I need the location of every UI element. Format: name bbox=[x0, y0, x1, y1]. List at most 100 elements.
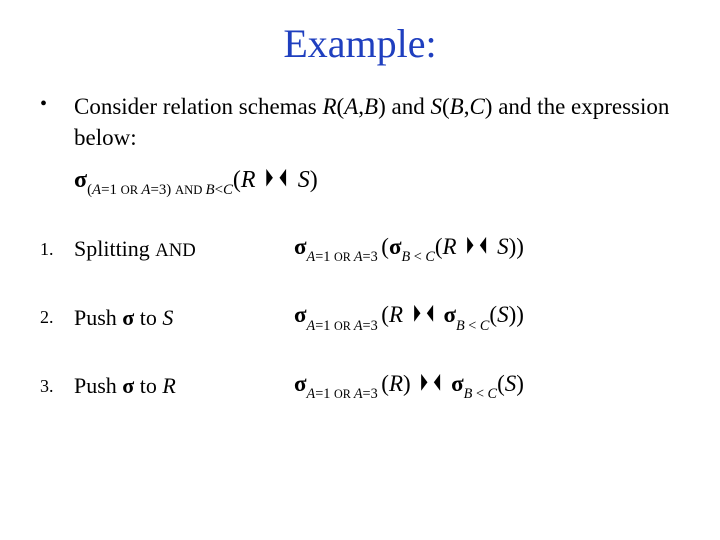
step-expression: σA=1 OR A=3 (σB < C(R S)) bbox=[294, 234, 680, 265]
sigma-icon: σ bbox=[451, 371, 464, 396]
sub: A=1 OR A=3 bbox=[307, 318, 382, 334]
join-icon bbox=[411, 304, 436, 325]
step-row-3: 3. Push σ to R σA=1 OR A=3 (R) σB < C(S) bbox=[40, 371, 680, 402]
t: =1 bbox=[315, 318, 334, 334]
t: to bbox=[134, 305, 162, 330]
t: A bbox=[307, 249, 316, 265]
sub: B < C bbox=[456, 318, 489, 334]
sigma-icon: σ bbox=[294, 302, 307, 327]
t: A bbox=[354, 318, 363, 334]
sigma-icon: σ bbox=[294, 371, 307, 396]
sigma-icon: σ bbox=[122, 373, 134, 398]
t: < bbox=[465, 318, 480, 334]
t: C bbox=[488, 386, 498, 402]
t: ) bbox=[516, 234, 524, 259]
t: B bbox=[364, 94, 378, 119]
t: ) bbox=[310, 167, 318, 193]
step-number: 2. bbox=[40, 307, 74, 328]
t: S bbox=[430, 94, 442, 119]
t: S bbox=[497, 234, 509, 259]
t: A bbox=[354, 386, 363, 402]
join-icon bbox=[418, 373, 443, 394]
t: A bbox=[307, 318, 316, 334]
t: A bbox=[354, 249, 363, 265]
t: ) bbox=[378, 94, 386, 119]
step-number: 3. bbox=[40, 376, 74, 397]
t: A bbox=[344, 94, 358, 119]
main-expression: σ(A=1 OR A=3) AND B<C(R S) bbox=[74, 167, 680, 198]
step-row-1: 1. Splitting AND σA=1 OR A=3 (σB < C(R S… bbox=[40, 234, 680, 265]
t: B bbox=[205, 182, 214, 198]
t: Push bbox=[74, 305, 122, 330]
t: B bbox=[450, 94, 464, 119]
t: and bbox=[386, 94, 431, 119]
t: B bbox=[456, 318, 465, 334]
step-expression: σA=1 OR A=3 (R σB < C(S)) bbox=[294, 302, 680, 333]
t: R bbox=[322, 94, 336, 119]
t: C bbox=[480, 318, 490, 334]
join-icon bbox=[464, 236, 489, 257]
t: AND bbox=[155, 240, 196, 261]
t: R bbox=[241, 167, 256, 193]
step-label: Push σ to R bbox=[74, 373, 294, 399]
t: =1 bbox=[315, 386, 334, 402]
t: OR bbox=[334, 319, 354, 333]
t: Push bbox=[74, 373, 122, 398]
t: R bbox=[389, 371, 403, 396]
t: < bbox=[410, 249, 425, 265]
t: C bbox=[223, 182, 233, 198]
t: ( bbox=[489, 302, 497, 327]
t: ( bbox=[435, 234, 443, 259]
step-expression: σA=1 OR A=3 (R) σB < C(S) bbox=[294, 371, 680, 402]
t: =1 bbox=[101, 182, 121, 198]
t: OR bbox=[334, 250, 354, 264]
sigma-icon: σ bbox=[389, 234, 402, 259]
step-row-2: 2. Push σ to S σA=1 OR A=3 (R σB < C(S)) bbox=[40, 302, 680, 333]
t: < bbox=[472, 386, 487, 402]
t: Consider relation schemas bbox=[74, 94, 322, 119]
slide-title: Example: bbox=[40, 20, 680, 67]
t: A bbox=[307, 386, 316, 402]
t: ) bbox=[516, 302, 524, 327]
t: < bbox=[215, 182, 223, 198]
t: R bbox=[389, 302, 403, 327]
t: B bbox=[401, 249, 410, 265]
t: C bbox=[425, 249, 435, 265]
intro-bullet: • Consider relation schemas R(A,B) and S… bbox=[40, 91, 680, 153]
selection-predicate: (A=1 OR A=3) AND B<C bbox=[87, 182, 233, 198]
sub: A=1 OR A=3 bbox=[307, 249, 382, 265]
t: =3) bbox=[150, 182, 175, 198]
t: =3 bbox=[363, 386, 382, 402]
sigma-icon: σ bbox=[74, 167, 87, 193]
t: ( bbox=[442, 94, 450, 119]
step-label: Push σ to S bbox=[74, 305, 294, 331]
t: ( bbox=[381, 234, 389, 259]
step-label: Splitting AND bbox=[74, 236, 294, 262]
sigma-icon: σ bbox=[443, 302, 456, 327]
t: S bbox=[162, 305, 173, 330]
sub: B < C bbox=[401, 249, 434, 265]
t: S bbox=[497, 302, 509, 327]
slide: Example: • Consider relation schemas R(A… bbox=[0, 0, 720, 540]
sub: B < C bbox=[464, 386, 497, 402]
sub: A=1 OR A=3 bbox=[307, 386, 382, 402]
t: OR bbox=[121, 183, 142, 197]
bullet-text: Consider relation schemas R(A,B) and S(B… bbox=[74, 91, 680, 153]
t: ) bbox=[403, 371, 411, 396]
t: Splitting bbox=[74, 236, 155, 261]
t: ( bbox=[381, 302, 389, 327]
sigma-icon: σ bbox=[122, 305, 134, 330]
t: =3 bbox=[363, 249, 382, 265]
t: =3 bbox=[363, 318, 382, 334]
t: R bbox=[443, 234, 457, 259]
t: ( bbox=[233, 167, 241, 193]
t: A bbox=[92, 182, 101, 198]
t: C bbox=[469, 94, 484, 119]
join-icon bbox=[263, 168, 289, 190]
t: AND bbox=[175, 183, 206, 197]
bullet-mark: • bbox=[40, 91, 74, 118]
t: ) bbox=[516, 371, 524, 396]
t: ( bbox=[381, 371, 389, 396]
t: S bbox=[298, 167, 310, 193]
step-number: 1. bbox=[40, 239, 74, 260]
